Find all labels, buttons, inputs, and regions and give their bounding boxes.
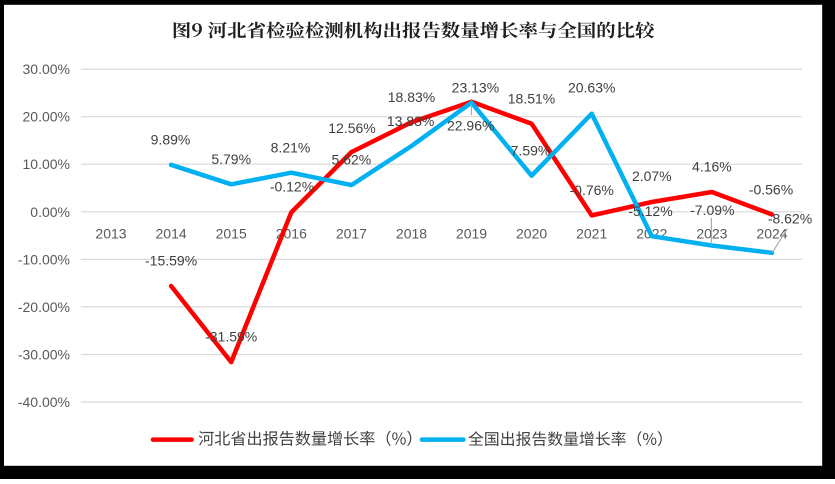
svg-text:2013: 2013 (95, 226, 126, 242)
svg-text:-0.76%: -0.76% (570, 182, 614, 198)
svg-text:-40.00%: -40.00% (18, 394, 70, 410)
svg-text:5.62%: 5.62% (332, 152, 372, 168)
svg-text:2024: 2024 (756, 226, 787, 242)
svg-text:-15.59%: -15.59% (145, 252, 197, 268)
svg-text:-7.09%: -7.09% (690, 202, 734, 218)
svg-text:2021: 2021 (576, 226, 607, 242)
svg-text:12.56%: 12.56% (328, 120, 375, 136)
svg-text:-31.59%: -31.59% (205, 329, 257, 345)
svg-text:18.51%: 18.51% (508, 91, 555, 107)
svg-text:0.00%: 0.00% (30, 204, 70, 220)
svg-text:-10.00%: -10.00% (18, 251, 70, 267)
svg-text:-8.62%: -8.62% (768, 211, 812, 227)
svg-text:20.63%: 20.63% (568, 80, 615, 96)
svg-text:7.59%: 7.59% (511, 142, 551, 158)
svg-text:2015: 2015 (216, 226, 247, 242)
svg-text:-30.00%: -30.00% (18, 347, 70, 363)
svg-text:2017: 2017 (336, 226, 367, 242)
svg-text:-5.12%: -5.12% (628, 203, 672, 219)
svg-text:-0.12%: -0.12% (270, 179, 314, 195)
svg-text:20.00%: 20.00% (23, 109, 70, 125)
svg-text:-0.56%: -0.56% (749, 182, 793, 198)
svg-text:23.13%: 23.13% (452, 80, 499, 96)
svg-text:10.00%: 10.00% (23, 156, 70, 172)
svg-text:2018: 2018 (396, 226, 427, 242)
svg-text:2019: 2019 (456, 226, 487, 242)
svg-text:18.83%: 18.83% (388, 89, 435, 105)
svg-text:5.79%: 5.79% (211, 151, 251, 167)
svg-text:9.89%: 9.89% (151, 132, 191, 148)
svg-text:2014: 2014 (156, 226, 187, 242)
svg-text:4.16%: 4.16% (692, 159, 732, 175)
svg-text:-20.00%: -20.00% (18, 299, 70, 315)
svg-text:13.83%: 13.83% (387, 113, 434, 129)
svg-text:2.07%: 2.07% (632, 168, 672, 184)
svg-text:8.21%: 8.21% (271, 139, 311, 155)
svg-text:30.00%: 30.00% (23, 61, 70, 77)
svg-text:2023: 2023 (696, 226, 727, 242)
svg-text:2020: 2020 (516, 226, 547, 242)
svg-text:22.96%: 22.96% (447, 118, 494, 134)
